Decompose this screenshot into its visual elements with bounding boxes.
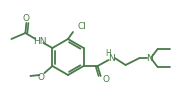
Text: O: O	[103, 74, 110, 83]
Text: O: O	[23, 13, 30, 22]
Text: N: N	[108, 54, 115, 62]
Text: Cl: Cl	[78, 22, 87, 30]
Text: HN: HN	[33, 36, 46, 45]
Text: O: O	[38, 73, 45, 82]
Text: H: H	[106, 48, 112, 57]
Text: N: N	[146, 54, 153, 62]
